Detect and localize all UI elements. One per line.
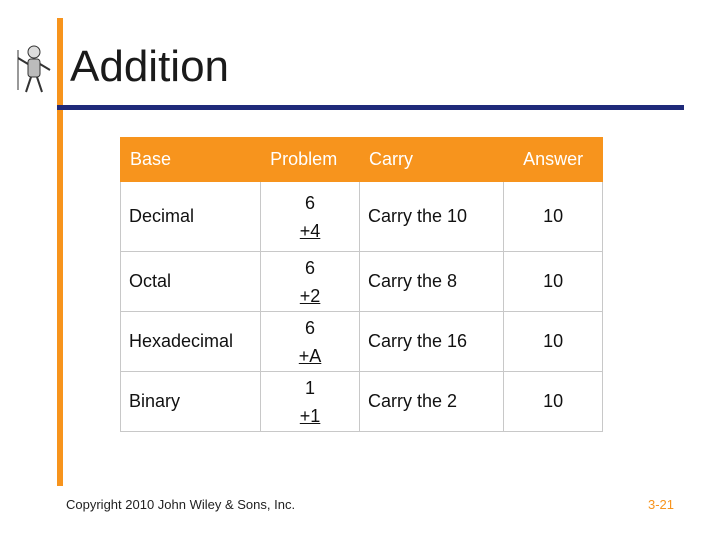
- problem-top: 6: [305, 257, 316, 278]
- carry-cell: Carry the 16: [358, 311, 505, 372]
- problem-cell: 6 +2: [260, 251, 360, 312]
- problem-bottom: +2: [299, 285, 321, 306]
- slide-title: Addition: [70, 42, 230, 91]
- base-cell: Hexadecimal: [119, 311, 262, 372]
- problem-cell: 6 +A: [260, 311, 360, 372]
- problem-top: 6: [305, 317, 316, 338]
- base-cell: Decimal: [119, 181, 262, 252]
- problem-bottom: +1: [299, 405, 321, 426]
- page-number: 3-21: [648, 497, 675, 512]
- table-body: Decimal 6 +4 Carry the 10 10 Octal 6 +2 Carry th…: [119, 181, 603, 432]
- column-header: Problem: [260, 137, 360, 182]
- column-header: Carry: [358, 137, 505, 182]
- table-row: Decimal 6 +4 Carry the 10 10: [119, 181, 603, 252]
- header-row: Base Problem Carry Answer: [119, 137, 603, 182]
- table-row: Binary 1 +1 Carry the 2 10: [119, 371, 603, 432]
- problem-bottom: +4: [299, 220, 321, 241]
- carry-cell: Carry the 10: [358, 181, 505, 252]
- carry-cell: Carry the 2: [358, 371, 505, 432]
- problem-cell: 1 +1: [260, 371, 360, 432]
- problem-top: 6: [305, 192, 316, 213]
- answer-cell: 10: [503, 311, 603, 372]
- problem-bottom-line: +A: [261, 342, 359, 370]
- carry-cell: Carry the 8: [358, 251, 505, 312]
- title-rule: [57, 105, 684, 110]
- table-row: Octal 6 +2 Carry the 8 10: [119, 251, 603, 312]
- problem-cell: 6 +4: [260, 181, 360, 252]
- column-header: Base: [119, 137, 262, 182]
- problem-top: 1: [305, 377, 316, 398]
- problem-bottom-line: +2: [261, 282, 359, 310]
- answer-cell: 10: [503, 181, 603, 252]
- addition-table: Base Problem Carry Answer Decimal 6 +4 Carry t…: [119, 137, 603, 432]
- accent-bar: [57, 18, 63, 486]
- copyright: Copyright 2010 John Wiley & Sons, Inc.: [66, 497, 296, 512]
- answer-cell: 10: [503, 251, 603, 312]
- base-cell: Octal: [119, 251, 262, 312]
- table-row: Hexadecimal 6 +A Carry the 16 10: [119, 311, 603, 372]
- mascot-icon: [17, 45, 51, 93]
- problem-bottom-line: +4: [261, 217, 359, 245]
- answer-cell: 10: [503, 371, 603, 432]
- column-header: Answer: [503, 137, 603, 182]
- problem-bottom-line: +1: [261, 402, 359, 430]
- base-cell: Binary: [119, 371, 262, 432]
- problem-bottom: +A: [298, 345, 322, 366]
